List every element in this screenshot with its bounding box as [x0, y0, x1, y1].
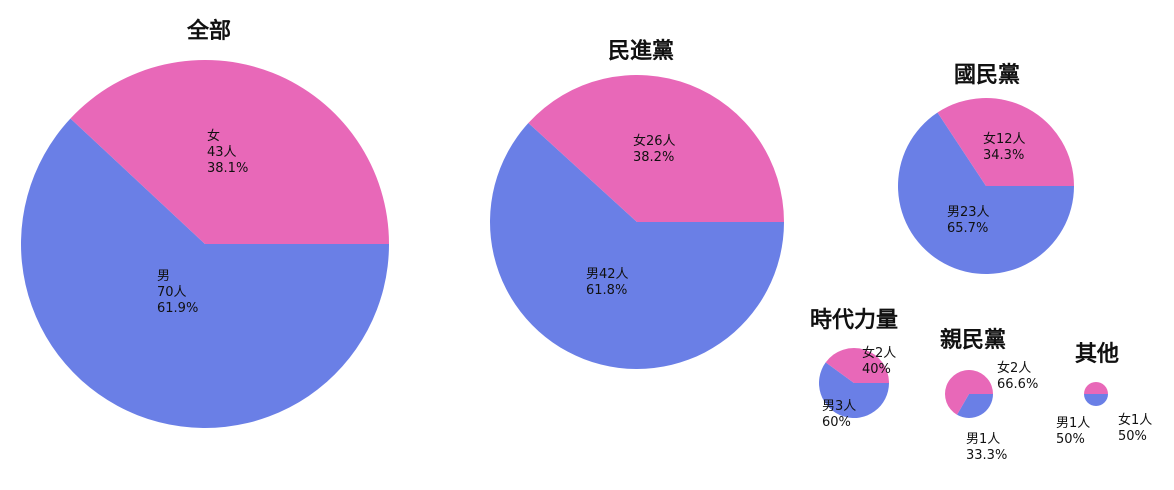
pie-label-female-line-1: 女: [207, 128, 220, 144]
pie-label-male-line-2: 61.8%: [586, 283, 627, 298]
pie-label-female-line-1: 女2人: [862, 345, 896, 361]
pie-slice-female: [825, 347, 890, 383]
pie-label-male-line-1: 男23人: [947, 205, 990, 220]
pie-title: 全部: [186, 18, 231, 44]
pie-slice-female: [70, 59, 389, 244]
pie-slice-male: [957, 394, 993, 418]
pie-title: 親民黨: [940, 328, 1006, 353]
pie-label-male-line-1: 男3人: [822, 399, 856, 414]
pie-slice-female: [528, 75, 784, 222]
pie-label-male-line-1: 男42人: [586, 267, 629, 282]
pie-slice-male: [1084, 394, 1108, 406]
pie-label-female-line-1: 女2人: [997, 360, 1031, 376]
pie-slice-male: [489, 122, 784, 370]
pie-label-male-line-2: 60%: [822, 415, 851, 430]
pie-title: 國民黨: [954, 63, 1020, 88]
pie-slice-male: [898, 112, 1074, 275]
pie-label-female-line-2: 66.6%: [997, 377, 1038, 392]
pie-slice-female: [944, 369, 993, 415]
pie-label-male-line-1: 男1人: [966, 432, 1000, 447]
pie-label-female-line-1: 女26人: [633, 133, 676, 149]
pie-label-male-line-2: 70人: [157, 285, 187, 300]
pie-title: 時代力量: [810, 308, 898, 333]
pie-label-female-line-1: 女1人: [1118, 412, 1152, 428]
pie-label-female-line-1: 女12人: [983, 131, 1026, 147]
pie-label-male-line-3: 61.9%: [157, 301, 198, 316]
pie-label-female-line-2: 38.2%: [633, 150, 674, 165]
pie-title: 民進黨: [608, 39, 674, 64]
pie-slice-male: [20, 118, 389, 428]
pie-label-male-line-1: 男1人: [1056, 416, 1090, 431]
pie-label-female-line-3: 38.1%: [207, 161, 248, 176]
pie-title: 其他: [1075, 342, 1119, 367]
pie-label-male-line-1: 男: [157, 269, 170, 284]
pie-label-female-line-2: 40%: [862, 362, 891, 377]
pie-slice-female: [1084, 382, 1108, 394]
pie-label-male-line-2: 50%: [1056, 432, 1085, 447]
pie-slice-female: [937, 98, 1074, 186]
pie-slice-male: [819, 362, 889, 418]
pie-label-male-line-2: 33.3%: [966, 448, 1007, 463]
pie-label-female-line-2: 50%: [1118, 429, 1147, 444]
pie-label-male-line-2: 65.7%: [947, 221, 988, 236]
pie-label-female-line-2: 43人: [207, 145, 237, 160]
pie-label-female-line-2: 34.3%: [983, 148, 1024, 163]
